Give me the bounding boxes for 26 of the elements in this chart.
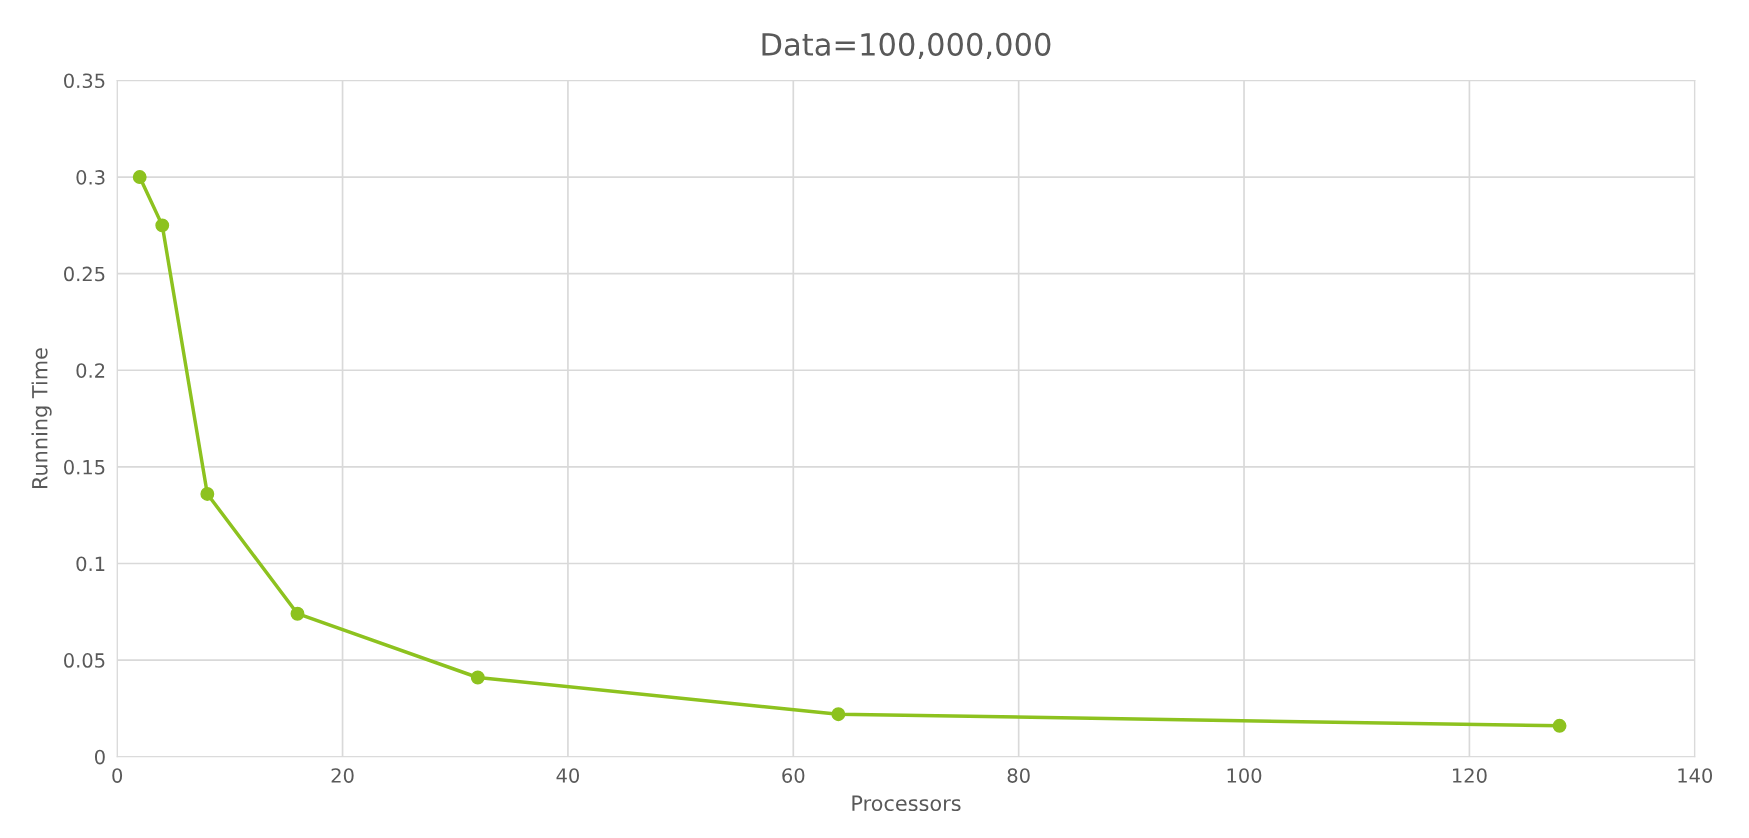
point xyxy=(200,486,215,501)
point xyxy=(290,606,305,621)
chart-title: Data=100,000,000 xyxy=(762,32,1051,59)
y-tick-label: 0.15 xyxy=(64,459,105,475)
y-tick-label: 0.35 xyxy=(64,73,105,89)
x-tick-label: 60 xyxy=(782,768,805,783)
x-tick-label: 80 xyxy=(1007,768,1030,783)
point xyxy=(132,170,147,185)
x-tick-label: 140 xyxy=(1678,768,1713,783)
point xyxy=(831,707,846,722)
x-tick-label: 0 xyxy=(112,768,123,783)
y-tick-label: 0.1 xyxy=(76,556,105,572)
y-tick-label: 0.05 xyxy=(64,653,105,668)
y-tick-label: 0.2 xyxy=(76,363,105,378)
y-tick-label: 0.3 xyxy=(76,170,105,185)
y-tick-label: 0 xyxy=(94,749,105,765)
x-tick-label: 20 xyxy=(331,768,354,783)
point xyxy=(470,670,485,685)
x-tick-label: 40 xyxy=(556,768,580,783)
y-tick-label: 0.25 xyxy=(64,266,105,282)
x-axis-title: Processors xyxy=(852,795,961,812)
point xyxy=(1552,718,1567,733)
point xyxy=(155,218,170,233)
x-tick-label: 100 xyxy=(1227,768,1262,783)
x-tick-label: 120 xyxy=(1452,768,1487,783)
y-axis-title: Running Time xyxy=(31,348,52,489)
